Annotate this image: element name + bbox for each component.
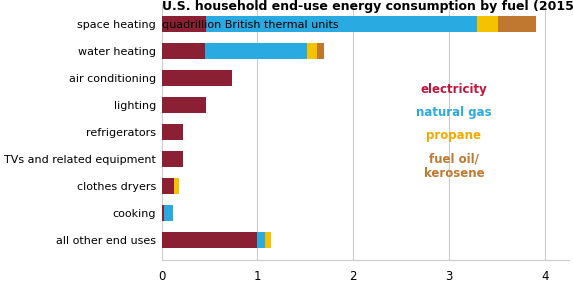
Bar (257, 232, 265, 249)
Text: fuel oil/
kerosene: fuel oil/ kerosene (423, 152, 484, 181)
Bar (265, 232, 271, 249)
Bar (174, 178, 179, 194)
Text: electricity: electricity (421, 84, 487, 96)
Bar (162, 97, 206, 113)
Bar (477, 16, 498, 32)
Bar (162, 16, 206, 32)
Text: propane: propane (426, 129, 481, 142)
Bar (164, 205, 173, 222)
Text: U.S. household end-use energy consumption by fuel (2015): U.S. household end-use energy consumptio… (162, 0, 573, 13)
Text: quadrillion British thermal units: quadrillion British thermal units (162, 20, 338, 30)
Bar (162, 124, 183, 140)
Bar (162, 232, 257, 249)
Bar (162, 151, 183, 167)
Bar (162, 70, 231, 86)
Bar (162, 178, 174, 194)
Bar (307, 43, 317, 59)
Bar (162, 43, 205, 59)
Bar (205, 43, 307, 59)
Bar (162, 205, 164, 222)
Bar (206, 16, 477, 32)
Bar (317, 43, 324, 59)
Bar (498, 16, 536, 32)
Text: natural gas: natural gas (416, 106, 492, 119)
